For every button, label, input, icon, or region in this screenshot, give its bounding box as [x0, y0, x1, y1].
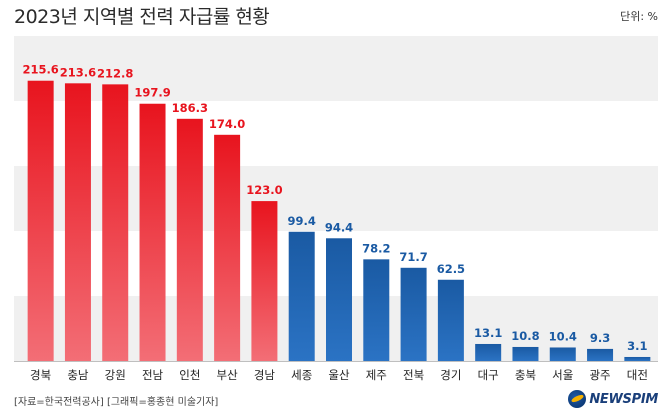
category-label: 충남 [67, 368, 89, 382]
data-label: 197.9 [134, 86, 170, 100]
bar-제주 [363, 259, 390, 361]
data-label: 213.6 [60, 65, 96, 79]
bar-전북 [400, 267, 427, 361]
category-label: 전남 [142, 368, 164, 382]
category-label: 전북 [403, 368, 424, 382]
bar-서울 [549, 347, 576, 361]
category-label: 경남 [254, 368, 276, 382]
data-label: 186.3 [172, 101, 208, 115]
category-label: 광주 [589, 368, 610, 382]
data-label: 99.4 [288, 214, 316, 228]
bar-충남 [64, 83, 91, 361]
category-label: 부산 [217, 368, 239, 382]
category-label: 세종 [291, 368, 312, 382]
category-label: 인천 [179, 368, 200, 382]
data-label: 212.8 [97, 66, 133, 80]
data-label: 78.2 [362, 241, 390, 255]
category-label: 충북 [515, 368, 536, 382]
bar-세종 [288, 231, 315, 361]
data-label: 10.4 [549, 329, 577, 343]
bar-부산 [214, 134, 241, 361]
data-label: 71.7 [399, 250, 427, 264]
bar-강원 [102, 84, 129, 362]
chart-title: 2023년 지역별 전력 자급률 현황 [14, 6, 270, 28]
data-label: 174.0 [209, 117, 245, 131]
data-label: 10.8 [511, 329, 539, 343]
category-label: 강원 [105, 368, 126, 382]
data-label: 215.6 [22, 63, 58, 77]
data-label: 13.1 [474, 326, 502, 340]
bar-경북 [27, 80, 54, 361]
data-label: 94.4 [325, 220, 353, 234]
category-label: 서울 [552, 368, 573, 382]
category-label: 제주 [366, 368, 387, 382]
category-label: 경북 [30, 368, 51, 382]
logo-text: NEWSPIM [589, 391, 658, 407]
bar-경남 [251, 201, 278, 361]
category-label: 대전 [627, 368, 648, 382]
source-credit: [자료=한국전력공사] [그래픽=홍종현 미술기자] [14, 397, 219, 408]
bar-대전 [624, 356, 651, 361]
bar-대구 [475, 343, 502, 361]
bar-전남 [139, 103, 166, 361]
data-label: 9.3 [590, 331, 610, 345]
newspim-logo: NEWSPIM [568, 390, 658, 408]
unit-label: 단위: % [620, 10, 658, 23]
bar-충북 [512, 346, 539, 361]
data-label: 3.1 [627, 339, 647, 353]
data-label: 62.5 [437, 262, 465, 276]
newspim-logo-icon [568, 390, 587, 408]
bar-광주 [587, 348, 614, 361]
bar-경기 [437, 279, 464, 361]
bar-울산 [326, 238, 352, 361]
bar-인천 [176, 118, 203, 361]
category-label: 대구 [478, 368, 499, 382]
category-label: 울산 [328, 368, 350, 382]
category-label: 경기 [440, 368, 461, 382]
data-label: 123.0 [246, 183, 282, 197]
